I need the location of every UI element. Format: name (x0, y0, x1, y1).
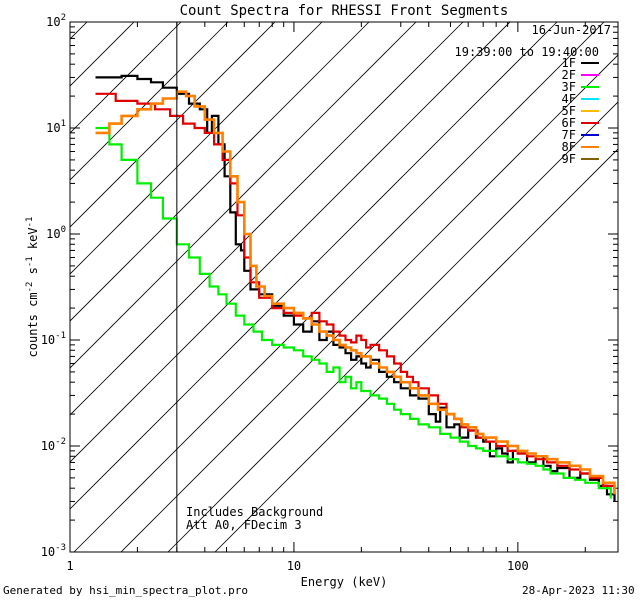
legend-label-9F: 9F (562, 152, 576, 166)
x-tick-label: 10 (287, 559, 301, 573)
hatch-line (70, 22, 88, 40)
hatch-line (167, 101, 618, 552)
y-axis-label: counts cm-2 s-1 keV-1 (25, 217, 40, 358)
hatch-line (70, 22, 370, 322)
x-tick-label: 1 (66, 559, 73, 573)
hatch-line (70, 22, 511, 463)
date-label: 16-Jun-2017 (532, 23, 611, 37)
legend-label-7F: 7F (562, 128, 576, 142)
hatch-line (70, 22, 464, 416)
time-range-label: 19:39:00 to 19:40:00 (455, 45, 600, 59)
legend-label-3F: 3F (562, 80, 576, 94)
annotation-attenuator: Att A0, FDecim 3 (186, 518, 302, 532)
hatch-line (70, 22, 558, 510)
hatch-line (120, 54, 618, 552)
legend-label-4F: 4F (562, 92, 576, 106)
plot-frame (69, 21, 619, 553)
series-6F (95, 92, 616, 495)
y-tick-label: 100 (46, 225, 66, 241)
chart-title: Count Spectra for RHESSI Front Segments (180, 3, 509, 19)
series-8F (95, 90, 616, 495)
y-tick-labels: 102 101 100 10-1 10-2 10-3 (41, 13, 66, 559)
legend-label-1F: 1F (562, 56, 576, 70)
x-tick-label: 100 (507, 559, 529, 573)
hatch-line (214, 148, 618, 552)
legend-label-8F: 8F (562, 140, 576, 154)
x-axis-label: Energy (keV) (301, 575, 388, 589)
series-group (95, 74, 616, 502)
series-1F (95, 74, 616, 502)
y-tick-label: 10-1 (41, 331, 66, 347)
hatch-line (70, 22, 417, 369)
hatch-line (70, 22, 276, 228)
y-tick-label: 102 (46, 13, 66, 29)
legend-label-6F: 6F (562, 116, 576, 130)
hatch-line (70, 22, 182, 134)
footer-timestamp: 28-Apr-2023 11:30 (522, 584, 635, 597)
y-tick-label: 10-2 (41, 437, 66, 453)
y-tick-label: 10-3 (41, 543, 66, 559)
axis-ticks (69, 22, 618, 553)
hatch-line (70, 22, 323, 275)
hatch-line (70, 22, 135, 87)
annotation-background: Includes Background (186, 505, 323, 519)
legend-label-5F: 5F (562, 104, 576, 118)
excluded-region-hatch (70, 22, 618, 552)
hatch-line (73, 22, 605, 552)
y-tick-label: 101 (46, 119, 66, 135)
legend-label-2F: 2F (562, 68, 576, 82)
x-tick-labels: 1 10 100 (66, 559, 528, 573)
footer-generated-by: Generated by hsi_min_spectra_plot.pro (3, 584, 249, 597)
series-3F (95, 126, 612, 499)
